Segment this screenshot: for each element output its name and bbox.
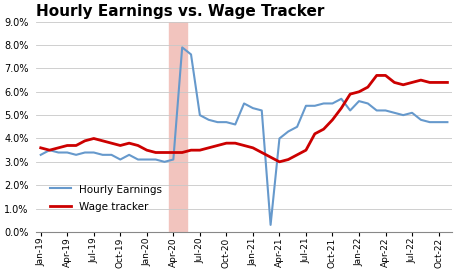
Wage tracker xyxy=(214,144,220,147)
Hourly Earnings xyxy=(64,151,70,154)
Text: Hourly Earnings vs. Wage Tracker: Hourly Earnings vs. Wage Tracker xyxy=(36,4,324,19)
Wage tracker xyxy=(64,144,70,147)
Line: Wage tracker: Wage tracker xyxy=(40,75,446,162)
Wage tracker xyxy=(294,153,299,156)
Hourly Earnings xyxy=(100,153,105,156)
Wage tracker xyxy=(144,149,149,152)
Bar xyxy=(168,22,186,232)
Wage tracker xyxy=(258,151,264,154)
Wage tracker xyxy=(267,156,273,159)
Hourly Earnings xyxy=(73,153,79,156)
Hourly Earnings xyxy=(409,111,414,115)
Wage tracker xyxy=(382,74,387,77)
Legend: Hourly Earnings, Wage tracker: Hourly Earnings, Wage tracker xyxy=(46,180,166,216)
Hourly Earnings xyxy=(188,53,193,56)
Hourly Earnings xyxy=(144,158,149,161)
Hourly Earnings xyxy=(108,153,114,156)
Wage tracker xyxy=(417,79,423,82)
Wage tracker xyxy=(188,149,193,152)
Wage tracker xyxy=(73,144,79,147)
Line: Hourly Earnings: Hourly Earnings xyxy=(40,47,446,225)
Hourly Earnings xyxy=(426,120,431,124)
Hourly Earnings xyxy=(223,120,228,124)
Hourly Earnings xyxy=(399,113,405,117)
Wage tracker xyxy=(82,139,87,143)
Wage tracker xyxy=(47,149,52,152)
Hourly Earnings xyxy=(47,149,52,152)
Wage tracker xyxy=(320,128,326,131)
Wage tracker xyxy=(56,146,61,149)
Hourly Earnings xyxy=(179,46,185,49)
Wage tracker xyxy=(135,144,141,147)
Wage tracker xyxy=(223,141,228,145)
Wage tracker xyxy=(444,81,449,84)
Hourly Earnings xyxy=(417,118,423,121)
Wage tracker xyxy=(409,81,414,84)
Wage tracker xyxy=(206,146,211,149)
Wage tracker xyxy=(303,149,308,152)
Hourly Earnings xyxy=(320,102,326,105)
Hourly Earnings xyxy=(117,158,123,161)
Wage tracker xyxy=(241,144,246,147)
Hourly Earnings xyxy=(435,120,440,124)
Wage tracker xyxy=(355,90,361,93)
Hourly Earnings xyxy=(444,120,449,124)
Wage tracker xyxy=(179,151,185,154)
Hourly Earnings xyxy=(232,123,238,126)
Hourly Earnings xyxy=(214,120,220,124)
Hourly Earnings xyxy=(329,102,334,105)
Wage tracker xyxy=(197,149,202,152)
Hourly Earnings xyxy=(250,107,255,110)
Wage tracker xyxy=(399,83,405,86)
Hourly Earnings xyxy=(347,109,352,112)
Wage tracker xyxy=(311,132,317,135)
Hourly Earnings xyxy=(241,102,246,105)
Wage tracker xyxy=(126,141,131,145)
Hourly Earnings xyxy=(258,109,264,112)
Hourly Earnings xyxy=(285,130,290,133)
Hourly Earnings xyxy=(206,118,211,121)
Hourly Earnings xyxy=(91,151,96,154)
Wage tracker xyxy=(91,137,96,140)
Hourly Earnings xyxy=(338,97,344,100)
Hourly Earnings xyxy=(135,158,141,161)
Hourly Earnings xyxy=(294,125,299,128)
Wage tracker xyxy=(108,141,114,145)
Wage tracker xyxy=(426,81,431,84)
Wage tracker xyxy=(250,146,255,149)
Hourly Earnings xyxy=(162,160,167,163)
Wage tracker xyxy=(170,151,176,154)
Wage tracker xyxy=(38,146,43,149)
Wage tracker xyxy=(232,141,238,145)
Wage tracker xyxy=(100,139,105,143)
Hourly Earnings xyxy=(364,102,370,105)
Hourly Earnings xyxy=(82,151,87,154)
Hourly Earnings xyxy=(373,109,379,112)
Hourly Earnings xyxy=(303,104,308,107)
Wage tracker xyxy=(152,151,158,154)
Hourly Earnings xyxy=(56,151,61,154)
Wage tracker xyxy=(329,118,334,121)
Hourly Earnings xyxy=(391,111,396,115)
Hourly Earnings xyxy=(126,153,131,156)
Hourly Earnings xyxy=(382,109,387,112)
Wage tracker xyxy=(338,107,344,110)
Hourly Earnings xyxy=(267,223,273,227)
Hourly Earnings xyxy=(38,153,43,156)
Wage tracker xyxy=(391,81,396,84)
Wage tracker xyxy=(435,81,440,84)
Hourly Earnings xyxy=(152,158,158,161)
Hourly Earnings xyxy=(276,137,282,140)
Hourly Earnings xyxy=(355,100,361,103)
Hourly Earnings xyxy=(197,113,202,117)
Wage tracker xyxy=(276,160,282,163)
Wage tracker xyxy=(285,158,290,161)
Hourly Earnings xyxy=(170,158,176,161)
Wage tracker xyxy=(117,144,123,147)
Wage tracker xyxy=(373,74,379,77)
Wage tracker xyxy=(347,92,352,96)
Wage tracker xyxy=(162,151,167,154)
Hourly Earnings xyxy=(311,104,317,107)
Wage tracker xyxy=(364,85,370,89)
